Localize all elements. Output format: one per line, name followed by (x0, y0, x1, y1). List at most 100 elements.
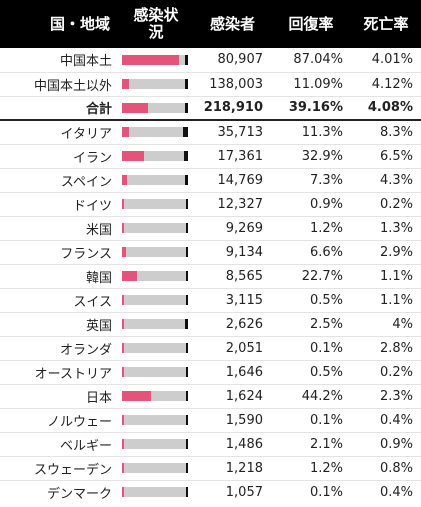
death-rate-value: 2.8% (351, 335, 421, 360)
status-bar (122, 102, 188, 113)
status-bar (122, 271, 188, 281)
recovery-rate-value: 6.6% (271, 239, 351, 264)
header-status[interactable]: 感染状況 (118, 0, 194, 48)
status-bar-deaths (185, 319, 188, 329)
status-cell (118, 167, 194, 192)
recovery-rate-value: 2.1% (271, 431, 351, 456)
country-name: イタリア (60, 126, 112, 142)
status-bar-recovered (122, 367, 124, 377)
summary-row-total: 合計 218,910 39.16% 4.08% (0, 96, 421, 120)
status-bar-recovered (122, 343, 124, 353)
death-rate-value: 4.01% (351, 48, 421, 73)
country-row: ドイツ 12,327 0.9% 0.2% (0, 191, 421, 216)
death-rate-value: 0.4% (351, 479, 421, 504)
status-bar (122, 79, 188, 89)
recovery-rate-value: 39.16% (288, 100, 343, 116)
recovery-rate-value: 87.04% (271, 48, 351, 73)
country-name: 韓国 (0, 263, 118, 288)
status-bar-recovered (122, 127, 130, 138)
country-row: オーストリア 1,646 0.5% 0.2% (0, 359, 421, 384)
country-row: ノルウェー 1,590 0.1% 0.4% (0, 407, 421, 432)
recovery-rate-value: 0.5% (271, 359, 351, 384)
cases-value: 1,486 (194, 431, 271, 456)
header-cases[interactable]: 感染者 (209, 14, 255, 33)
status-bar-deaths (185, 79, 188, 89)
country-name: スウェーデン (0, 455, 118, 480)
cases-value: 1,218 (194, 455, 271, 480)
country-row: スペイン 14,769 7.3% 4.3% (0, 167, 421, 192)
status-cell (118, 407, 194, 432)
country-row: 韓国 8,565 22.7% 1.1% (0, 263, 421, 288)
country-row: 米国 9,269 1.2% 1.3% (0, 215, 421, 240)
table-body: 中国本土 80,907 87.04% 4.01% 中国本土以外 138,003 11.09%… (0, 48, 421, 504)
status-cell (118, 48, 194, 73)
death-rate-value: 4.12% (351, 72, 421, 97)
status-bar (122, 439, 188, 449)
status-bar (122, 127, 188, 138)
status-bar (122, 367, 188, 377)
recovery-rate-value: 22.7% (271, 263, 351, 288)
status-cell (118, 96, 194, 120)
cases-value: 1,057 (194, 479, 271, 504)
status-cell (118, 215, 194, 240)
country-name: 日本 (0, 383, 118, 408)
country-row: オランダ 2,051 0.1% 2.8% (0, 335, 421, 360)
status-bar (122, 175, 188, 185)
status-cell (118, 143, 194, 168)
status-cell (118, 263, 194, 288)
status-bar (122, 487, 188, 498)
cases-value: 1,646 (194, 359, 271, 384)
status-cell (118, 335, 194, 360)
status-cell (118, 120, 194, 144)
country-row: ベルギー 1,486 2.1% 0.9% (0, 431, 421, 456)
status-bar (122, 415, 188, 425)
status-bar-recovered (122, 175, 127, 185)
country-row: スイス 3,115 0.5% 1.1% (0, 287, 421, 312)
status-cell (118, 455, 194, 480)
status-bar-deaths (186, 415, 188, 425)
header-status-line1: 感染状 (133, 6, 179, 24)
death-rate-value: 0.8% (351, 455, 421, 480)
country-row: デンマーク 1,057 0.1% 0.4% (0, 479, 421, 504)
cases-value: 14,769 (194, 167, 271, 192)
country-name: スイス (0, 287, 118, 312)
status-bar (122, 463, 188, 473)
recovery-rate-value: 32.9% (271, 143, 351, 168)
death-rate-value: 6.5% (351, 143, 421, 168)
country-name: 米国 (0, 215, 118, 240)
status-bar-recovered (122, 102, 148, 113)
status-bar-recovered (122, 223, 124, 233)
country-name: 合計 (85, 102, 112, 118)
status-bar-deaths (186, 295, 188, 305)
recovery-rate-value: 7.3% (271, 167, 351, 192)
status-bar-deaths (186, 439, 188, 449)
cases-value: 3,115 (194, 287, 271, 312)
country-row: スウェーデン 1,218 1.2% 0.8% (0, 455, 421, 480)
status-cell (118, 359, 194, 384)
status-bar-recovered (122, 271, 137, 281)
country-name: スペイン (0, 167, 118, 192)
status-bar-deaths (186, 343, 188, 353)
status-bar-deaths (186, 271, 188, 281)
recovery-rate-value: 1.2% (271, 215, 351, 240)
death-rate-value: 4.08% (367, 100, 413, 116)
status-bar-deaths (186, 199, 188, 209)
status-cell (118, 383, 194, 408)
country-row: 日本 1,624 44.2% 2.3% (0, 383, 421, 408)
header-death-rate[interactable]: 死亡率 (363, 14, 409, 33)
recovery-rate-value: 0.1% (271, 335, 351, 360)
header-country[interactable]: 国・地域 (49, 14, 110, 33)
status-bar-recovered (122, 487, 124, 498)
recovery-rate-value: 2.5% (271, 311, 351, 336)
status-bar-deaths (182, 127, 188, 138)
death-rate-value: 2.3% (351, 383, 421, 408)
recovery-rate-value: 11.09% (271, 72, 351, 97)
status-bar (122, 223, 188, 233)
summary-row-outside: 中国本土以外 138,003 11.09% 4.12% (0, 72, 421, 97)
status-bar-deaths (186, 223, 188, 233)
death-rate-value: 0.9% (351, 431, 421, 456)
status-bar-deaths (185, 102, 188, 113)
header-recovery-rate[interactable]: 回復率 (288, 14, 334, 33)
country-row: 英国 2,626 2.5% 4% (0, 311, 421, 336)
header-row: 国・地域 感染状況 感染者 回復率 死亡率 (0, 0, 421, 48)
